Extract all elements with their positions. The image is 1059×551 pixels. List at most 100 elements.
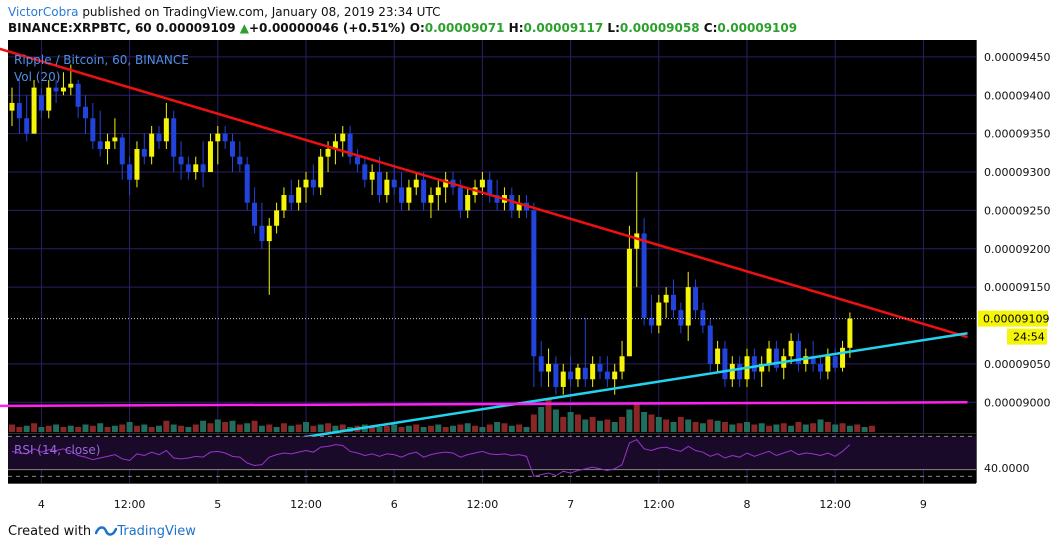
candle-body (53, 87, 59, 92)
volume-bar (75, 427, 82, 432)
volume-bar (839, 423, 846, 432)
candle-body (803, 356, 809, 364)
volume-bar (567, 412, 574, 432)
publish-line: VictorCobra published on TradingView.com… (8, 5, 440, 19)
candle-body (788, 340, 794, 357)
candle-body (193, 164, 199, 173)
volume-bar (538, 407, 545, 432)
candle (678, 302, 684, 334)
candle (840, 340, 846, 372)
volume-bar (156, 425, 162, 432)
candle-body (494, 195, 500, 203)
candle (127, 156, 133, 196)
candle (252, 187, 258, 234)
volume-bar (185, 427, 192, 432)
volume-bar (339, 424, 346, 432)
volume-bar (744, 422, 750, 432)
candle-body (582, 367, 588, 380)
candle (193, 156, 199, 180)
volume-label: Vol (20) (14, 70, 60, 84)
candle (105, 133, 111, 165)
volume-bar (685, 419, 692, 432)
close-value: 0.00009109 (717, 21, 798, 35)
candle (465, 187, 471, 219)
volume-bar (82, 424, 89, 432)
candle (546, 348, 552, 387)
candle-body (200, 164, 206, 173)
volume-bar (501, 423, 508, 432)
candle (509, 187, 515, 219)
volume-bar (766, 425, 773, 432)
x-tick-label: 12:00 (114, 498, 146, 511)
candle (656, 294, 662, 334)
volume-bar (413, 424, 420, 432)
high-label: H: (508, 21, 524, 35)
volume-bar (288, 425, 295, 432)
candle (435, 179, 441, 211)
volume-bar (23, 425, 30, 432)
candle (788, 333, 794, 364)
candle-body (127, 164, 133, 180)
candle-body (751, 356, 757, 372)
volume-bar (170, 424, 177, 432)
candle-body (9, 102, 15, 111)
candle (648, 294, 654, 334)
x-tick-label: 12:00 (643, 498, 675, 511)
candle (296, 179, 302, 211)
candle-body (773, 348, 779, 368)
volume-bar (67, 425, 74, 432)
candle-body (487, 179, 493, 196)
candle (766, 340, 772, 372)
candle (413, 172, 419, 196)
price-chart[interactable]: 0.00009450 0.00009400 0.00009350 0.00009300… (0, 40, 1059, 514)
volume-bar (670, 422, 677, 432)
x-tick-label: 8 (744, 498, 751, 511)
volume-bar (604, 419, 611, 432)
candle-body (678, 310, 684, 326)
countdown-tag: 24:54 (1007, 328, 1047, 345)
x-tick-label: 12:00 (290, 498, 322, 511)
volume-bar (192, 424, 199, 432)
candle-body (281, 195, 287, 211)
volume-bar (427, 425, 434, 432)
volume-bar (868, 425, 875, 432)
candle-body (619, 356, 625, 372)
candle-body (538, 356, 544, 372)
volume-bar (303, 422, 309, 432)
y-tick-label: 0.00009000 (984, 396, 1050, 409)
volume-bar (258, 425, 265, 432)
volume-bar (236, 424, 243, 432)
created-with-label: Created with (8, 524, 92, 539)
volume-bar (45, 425, 52, 432)
volume-bar (229, 420, 236, 432)
candle (773, 340, 779, 372)
candle (832, 348, 838, 372)
candle-body (141, 148, 147, 157)
volume-bar (178, 425, 185, 432)
volume-bar (582, 419, 589, 432)
volume-bar (472, 425, 479, 432)
price-pane (8, 40, 976, 433)
high-value: 0.00009117 (523, 21, 604, 35)
candle-body (766, 348, 772, 364)
volume-bar (464, 423, 471, 432)
volume-bar (523, 427, 530, 432)
author-link[interactable]: VictorCobra (8, 5, 79, 19)
candle-body (693, 287, 699, 311)
candle (200, 141, 206, 188)
tradingview-brand[interactable]: TradingView (117, 524, 196, 539)
volume-bar (677, 417, 684, 432)
candle-body (590, 363, 596, 380)
candle-body (715, 348, 721, 364)
candle (16, 79, 22, 134)
candle (230, 133, 235, 173)
volume-bar (530, 414, 537, 432)
candle-body (604, 371, 610, 380)
x-tick-label: 7 (567, 498, 574, 511)
candle (406, 179, 412, 211)
candle-body (68, 83, 74, 88)
candle (31, 79, 37, 134)
candle-body (648, 317, 654, 326)
volume-bar (545, 399, 552, 432)
volume-bar (435, 424, 442, 432)
